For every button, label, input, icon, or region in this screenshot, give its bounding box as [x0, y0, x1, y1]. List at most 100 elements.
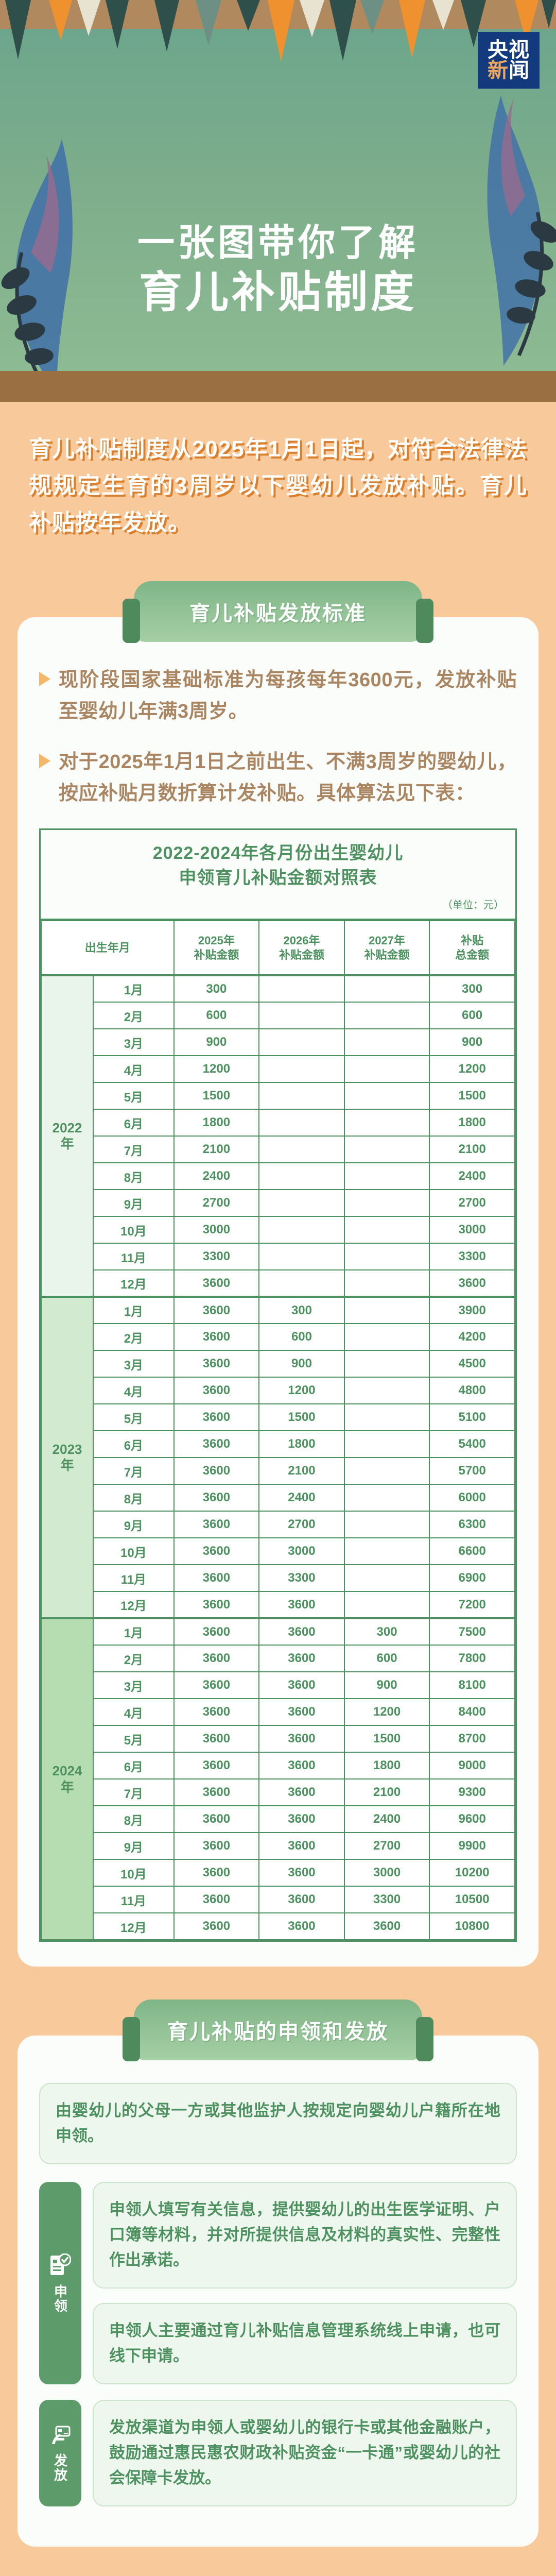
apply-steps: 申领 申领人填写有关信息，提供婴幼儿的出生医学证明、户口簿等材料，并对所提供信息…	[39, 2182, 517, 2506]
table-row: 12月 3600 3600 7200	[41, 1591, 515, 1619]
table-cell-2025: 3600	[173, 1886, 260, 1914]
table-cell-2027	[343, 1564, 430, 1592]
table-cell-total: 3600	[429, 1269, 515, 1298]
table-cell-2025: 3600	[173, 1537, 260, 1566]
table-cell-2025: 3600	[173, 1859, 260, 1887]
table-cell-total: 2700	[429, 1189, 515, 1217]
table-cell-month: 7月	[93, 1778, 175, 1807]
document-check-icon	[49, 2253, 71, 2277]
table-cell-2025: 600	[173, 1002, 260, 1030]
table-cell-2027	[343, 1162, 430, 1191]
tab-subsidy-standard[interactable]: 育儿补贴发放标准	[123, 581, 433, 643]
table-cell-2027	[343, 1028, 430, 1057]
table-cell-2027: 2100	[343, 1778, 430, 1807]
table-cell-2026	[258, 1216, 345, 1244]
table-header-row: 出生年月 2025年 补贴金额 2026年 补贴金额 202	[41, 920, 515, 976]
table-cell-month: 1月	[93, 1296, 175, 1325]
step-payout: 发放 发放渠道为申领人或婴幼儿的银行卡或其他金融账户，鼓励通过惠民惠农财政补贴资…	[39, 2399, 517, 2506]
table-cell-2025: 2700	[173, 1189, 260, 1217]
table-cell-2027: 1500	[343, 1725, 430, 1753]
table-cell-month: 6月	[93, 1752, 175, 1780]
table-cell-2026: 900	[258, 1350, 345, 1378]
table-row: 9月 3600 2700 6300	[41, 1511, 515, 1539]
table-cell-month: 5月	[93, 1082, 175, 1110]
table-cell-total: 9600	[429, 1805, 515, 1834]
tab-apply-and-payout-label: 育儿补贴的申领和发放	[167, 2021, 389, 2044]
table-cell-2027	[343, 1591, 430, 1619]
hero-title-line-2: 育儿补贴制度	[138, 267, 417, 316]
table-cell-2026: 3600	[258, 1886, 345, 1914]
step-apply-label: 申领	[52, 2284, 68, 2313]
column-header-text: 2026年	[283, 934, 320, 947]
table-cell-total: 1800	[429, 1109, 515, 1137]
logo-char-xin: 新	[488, 59, 509, 82]
table-cell-2026	[258, 974, 345, 1003]
table-cell-total: 8400	[429, 1698, 515, 1726]
table-cell-month: 9月	[93, 1511, 175, 1539]
table-cell-month: 10月	[93, 1537, 175, 1566]
table-cell-2025: 1200	[173, 1055, 260, 1083]
table-cell-2026: 3600	[258, 1725, 345, 1753]
table-cell-total: 6300	[429, 1511, 515, 1539]
table-cell-month: 10月	[93, 1859, 175, 1887]
table-cell-2026: 3300	[258, 1564, 345, 1592]
table-cell-2026: 3600	[258, 1859, 345, 1887]
table-cell-month: 2月	[93, 1645, 175, 1673]
table-title-line-2: 申领育儿补贴金额对照表	[179, 868, 377, 888]
table-cell-2025: 2400	[173, 1162, 260, 1191]
table-cell-total: 1500	[429, 1082, 515, 1110]
table-cell-2025: 3600	[173, 1377, 260, 1405]
table-cell-2027	[343, 1243, 430, 1271]
hero-title-line-1: 一张图带你了解	[137, 223, 419, 264]
table-cell-month: 5月	[93, 1403, 175, 1432]
table-cell-2027	[343, 1189, 430, 1217]
step-payout-label: 发放	[52, 2453, 68, 2483]
table-row: 3月 3600 3600 900 8100	[41, 1671, 515, 1700]
table-cell-2027	[343, 1403, 430, 1432]
logo-char-wen: 闻	[509, 59, 530, 82]
bullet-text: 现阶段国家基础标准为每孩每年3600元，发放补贴至婴幼儿年满3周岁。	[59, 669, 517, 723]
bubble-text: 发放渠道为申领人或婴幼儿的银行卡或其他金融账户，鼓励通过惠民惠农财政补贴资金“一…	[93, 2399, 517, 2506]
table-cell-month: 5月	[93, 1725, 175, 1753]
subsidy-amount-table: 出生年月 2025年 补贴金额 2026年 补贴金额 202	[40, 920, 515, 1941]
column-header-text: 2027年	[369, 934, 406, 947]
table-cell-month: 8月	[93, 1162, 175, 1191]
table-cell-month: 11月	[93, 1886, 175, 1914]
step-payout-bubbles: 发放渠道为申领人或婴幼儿的银行卡或其他金融账户，鼓励通过惠民惠农财政补贴资金“一…	[93, 2399, 517, 2506]
table-cell-2025: 3600	[173, 1591, 260, 1619]
table-row: 4月 3600 3600 1200 8400	[41, 1698, 515, 1726]
table-cell-2026	[258, 1162, 345, 1191]
table-cell-total: 4200	[429, 1323, 515, 1351]
table-cell-2027: 2700	[343, 1832, 430, 1860]
column-header-subtext: 补贴金额	[194, 948, 239, 961]
logo-line-1: 央视	[488, 39, 530, 61]
table-cell-month: 12月	[93, 1591, 175, 1619]
table-cell-month: 7月	[93, 1457, 175, 1485]
table-cell-2026: 600	[258, 1323, 345, 1351]
table-cell-total: 9900	[429, 1832, 515, 1860]
list-item: 现阶段国家基础标准为每孩每年3600元，发放补贴至婴幼儿年满3周岁。	[39, 665, 517, 728]
table-cell-2026: 3600	[258, 1617, 345, 1646]
table-cell-total: 900	[429, 1028, 515, 1057]
tab-apply-and-payout[interactable]: 育儿补贴的申领和发放	[123, 1999, 433, 2062]
table-cell-total: 600	[429, 1002, 515, 1030]
table-cell-total: 10500	[429, 1886, 515, 1914]
intro-paragraph: 育儿补贴制度从2025年1月1日起，对符合法律法规规定生育的3周岁以下婴幼儿发放…	[29, 436, 527, 535]
table-cell-total: 3000	[429, 1216, 515, 1244]
table-cell-2025: 3600	[173, 1511, 260, 1539]
table-cell-2026: 2100	[258, 1457, 345, 1485]
table-cell-total: 5700	[429, 1457, 515, 1485]
table-row: 7月 2100 2100	[41, 1136, 515, 1164]
table-cell-total: 9000	[429, 1752, 515, 1780]
table-row: 5月 1500 1500	[41, 1082, 515, 1110]
table-cell-2027	[343, 1323, 430, 1351]
table-cell-total: 10800	[429, 1912, 515, 1941]
table-cell-2025: 3600	[173, 1350, 260, 1378]
table-cell-2026	[258, 1189, 345, 1217]
step-apply-sidebar: 申领	[39, 2182, 81, 2384]
table-cell-total: 4800	[429, 1377, 515, 1405]
table-cell-month: 4月	[93, 1377, 175, 1405]
table-cell-2026: 3600	[258, 1645, 345, 1673]
table-cell-2025: 3600	[173, 1617, 260, 1646]
table-cell-total: 6000	[429, 1484, 515, 1512]
